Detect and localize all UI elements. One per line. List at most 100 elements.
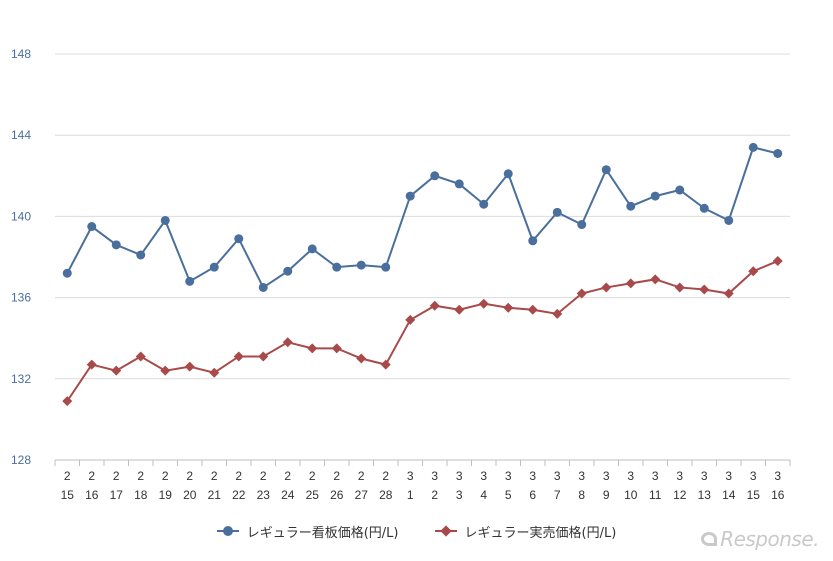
data-point	[209, 367, 220, 378]
data-point	[160, 365, 171, 376]
x-tick-label-day: 28	[379, 488, 393, 502]
x-axis: 2152162172182192202212222232242252262272…	[54, 459, 791, 502]
x-tick-label-day: 24	[281, 488, 295, 502]
x-tick-label-month: 2	[284, 469, 291, 483]
x-tick-label-day: 1	[407, 488, 414, 502]
x-tick-label-month: 2	[162, 469, 169, 483]
data-point	[430, 171, 440, 181]
x-tick-label-month: 3	[652, 469, 659, 483]
data-point	[650, 191, 660, 201]
y-tick-label: 136	[11, 291, 31, 305]
x-tick-label-day: 7	[554, 488, 561, 502]
data-point	[724, 215, 734, 225]
x-tick-label-month: 2	[235, 469, 242, 483]
data-point	[650, 274, 661, 285]
series-line	[66, 260, 779, 402]
data-point	[111, 365, 122, 376]
data-point	[184, 361, 195, 372]
x-tick-label-day: 12	[673, 488, 687, 502]
x-tick-label-day: 14	[722, 488, 736, 502]
legend-item-signboard-price[interactable]: レギュラー看板価格(円/L)	[216, 522, 399, 541]
x-tick-label-day: 23	[257, 488, 271, 502]
data-point	[454, 304, 465, 315]
series-line	[66, 146, 778, 289]
series-layer	[62, 142, 783, 407]
legend-label: レギュラー看板価格(円/L)	[246, 525, 399, 541]
data-point	[675, 185, 685, 195]
data-point	[479, 199, 489, 209]
data-point	[258, 351, 269, 362]
data-point	[576, 288, 587, 299]
data-point	[282, 337, 293, 348]
x-tick-label-day: 25	[306, 488, 320, 502]
x-tick-label-month: 3	[505, 469, 512, 483]
gridlines	[55, 53, 790, 380]
x-tick-label-day: 21	[208, 488, 222, 502]
x-tick-label-month: 3	[529, 469, 536, 483]
data-point	[773, 148, 783, 158]
x-tick-label-month: 2	[88, 469, 95, 483]
data-point	[258, 282, 268, 292]
x-tick-label-day: 3	[456, 488, 463, 502]
data-point	[528, 236, 538, 246]
data-point	[552, 207, 562, 217]
x-tick-label-day: 26	[330, 488, 344, 502]
data-point	[62, 396, 73, 407]
data-point	[185, 276, 195, 286]
data-point	[552, 308, 563, 319]
data-point	[699, 203, 709, 213]
x-tick-label-month: 2	[211, 469, 218, 483]
x-tick-label-day: 16	[85, 488, 99, 502]
legend-marker-circle-icon	[216, 526, 239, 536]
data-point	[87, 222, 97, 232]
data-point	[307, 244, 317, 254]
x-tick-label-day: 9	[603, 488, 610, 502]
y-tick-label: 148	[11, 47, 31, 61]
x-tick-label-month: 3	[627, 469, 634, 483]
x-tick-label-day: 15	[61, 488, 75, 502]
x-tick-label-day: 19	[159, 488, 173, 502]
x-tick-label-month: 2	[186, 469, 193, 483]
x-tick-label-day: 5	[505, 488, 512, 502]
x-tick-label-month: 3	[578, 469, 585, 483]
x-tick-label-day: 22	[232, 488, 246, 502]
data-point	[723, 288, 734, 299]
x-tick-label-day: 13	[698, 488, 712, 502]
x-tick-label-day: 4	[480, 488, 487, 502]
x-tick-label-month: 3	[603, 469, 610, 483]
data-point	[405, 314, 416, 325]
x-tick-label-month: 2	[113, 469, 120, 483]
data-point	[429, 300, 440, 311]
response-logo: Response.	[701, 527, 819, 551]
data-point	[283, 266, 293, 276]
legend-marker-diamond-icon	[434, 525, 457, 537]
data-point	[331, 343, 342, 354]
data-point	[380, 359, 391, 370]
data-point	[601, 282, 612, 293]
legend: レギュラー看板価格(円/L) レギュラー実売価格(円/L)	[0, 519, 833, 543]
x-tick-label-month: 2	[137, 469, 144, 483]
data-point	[699, 284, 710, 295]
x-tick-label-month: 2	[260, 469, 267, 483]
x-tick-label-month: 3	[407, 469, 414, 483]
x-tick-label-day: 15	[747, 488, 761, 502]
data-point	[454, 179, 464, 189]
x-tick-label-month: 3	[750, 469, 757, 483]
data-point	[577, 220, 587, 230]
data-point	[503, 302, 514, 313]
x-tick-label-day: 6	[529, 488, 536, 502]
x-tick-label-day: 8	[578, 488, 585, 502]
data-point	[674, 282, 685, 293]
data-point	[111, 240, 121, 250]
x-tick-label-month: 2	[309, 469, 316, 483]
x-tick-label-day: 17	[110, 488, 124, 502]
response-logo-icon	[701, 532, 718, 546]
x-tick-label-month: 3	[431, 469, 438, 483]
data-point	[405, 191, 415, 201]
legend-item-actual-price[interactable]: レギュラー実売価格(円/L)	[434, 522, 616, 541]
x-tick-label-day: 10	[624, 488, 638, 502]
data-point	[478, 298, 489, 309]
x-tick-label-month: 3	[456, 469, 463, 483]
data-point	[62, 268, 72, 278]
